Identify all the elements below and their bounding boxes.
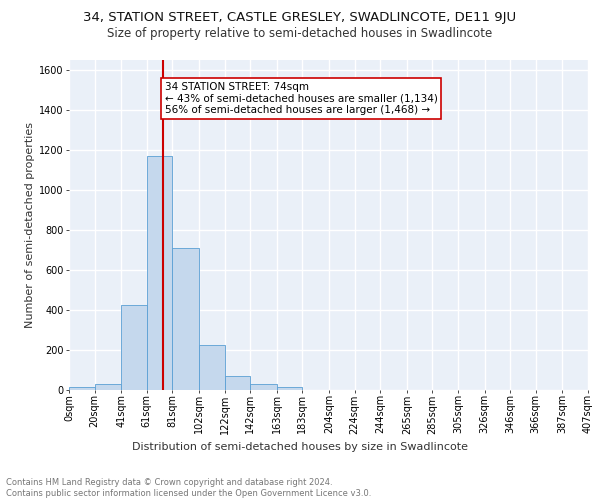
- Bar: [250, 384, 277, 390]
- Text: Distribution of semi-detached houses by size in Swadlincote: Distribution of semi-detached houses by …: [132, 442, 468, 452]
- Bar: [277, 387, 302, 390]
- Text: 34, STATION STREET, CASTLE GRESLEY, SWADLINCOTE, DE11 9JU: 34, STATION STREET, CASTLE GRESLEY, SWAD…: [83, 11, 517, 24]
- Text: Size of property relative to semi-detached houses in Swadlincote: Size of property relative to semi-detach…: [107, 28, 493, 40]
- Bar: [199, 345, 224, 390]
- Bar: [147, 156, 172, 390]
- Bar: [95, 384, 121, 390]
- Bar: [121, 305, 147, 390]
- Text: 34 STATION STREET: 74sqm
← 43% of semi-detached houses are smaller (1,134)
56% o: 34 STATION STREET: 74sqm ← 43% of semi-d…: [164, 82, 437, 115]
- Y-axis label: Number of semi-detached properties: Number of semi-detached properties: [25, 122, 35, 328]
- Bar: [224, 376, 250, 390]
- Text: Contains HM Land Registry data © Crown copyright and database right 2024.
Contai: Contains HM Land Registry data © Crown c…: [6, 478, 371, 498]
- Bar: [69, 387, 95, 390]
- Bar: [172, 248, 199, 390]
